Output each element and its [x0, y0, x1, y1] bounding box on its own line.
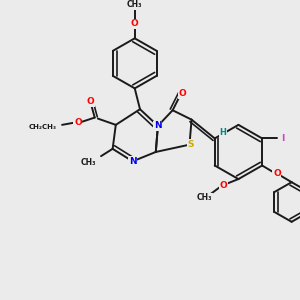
- Text: O: O: [220, 181, 228, 190]
- Text: I: I: [281, 134, 285, 143]
- Text: S: S: [187, 140, 194, 149]
- Text: O: O: [74, 118, 82, 127]
- Text: N: N: [154, 122, 162, 130]
- Text: O: O: [178, 89, 186, 98]
- Text: CH₂CH₃: CH₂CH₃: [29, 124, 57, 130]
- Text: O: O: [87, 98, 94, 106]
- Text: CH₃: CH₃: [197, 193, 212, 202]
- Text: N: N: [129, 157, 136, 166]
- Text: H: H: [220, 128, 226, 137]
- Text: CH₃: CH₃: [127, 1, 142, 10]
- Text: CH₃: CH₃: [80, 158, 96, 167]
- Text: O: O: [273, 169, 281, 178]
- Text: O: O: [131, 19, 139, 28]
